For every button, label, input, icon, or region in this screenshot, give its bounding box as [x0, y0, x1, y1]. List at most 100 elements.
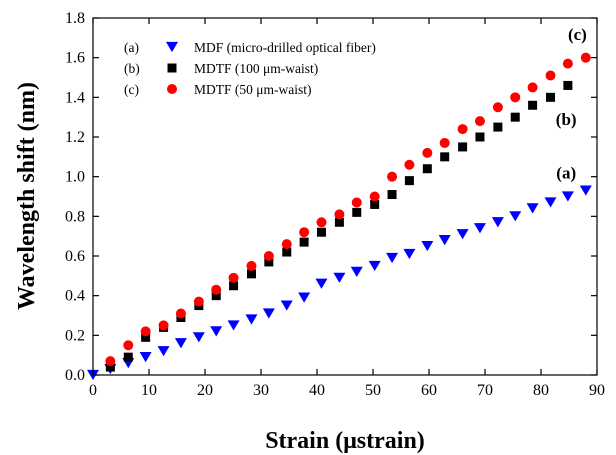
- data-point-circle: [105, 356, 116, 367]
- y-tick-label: 1.8: [65, 10, 85, 27]
- data-point-circle: [457, 124, 468, 135]
- data-point-circle: [211, 284, 222, 295]
- data-point-square: [229, 281, 239, 291]
- x-axis-label: Strain (μstrain): [265, 428, 425, 454]
- data-point-circle: [580, 52, 591, 63]
- data-point-circle: [422, 147, 433, 158]
- data-point-triangle-down: [526, 203, 539, 214]
- data-point-circle: [281, 239, 292, 250]
- data-point-triangle-down: [544, 197, 557, 208]
- y-tick-label: 1.6: [65, 50, 85, 67]
- data-point-square: [440, 152, 450, 162]
- data-point-square: [475, 132, 485, 142]
- data-point-triangle-down: [403, 248, 416, 260]
- data-point-circle: [299, 227, 310, 238]
- data-point-square: [299, 237, 309, 247]
- series-annotation: (c): [568, 25, 587, 44]
- legend-marker: [167, 63, 177, 73]
- plot-marks: [87, 52, 592, 381]
- data-point-circle: [140, 326, 151, 337]
- data-point-triangle-down: [333, 272, 346, 283]
- x-tick-label: 10: [141, 382, 157, 399]
- axis-ticks: 0 10 20 30 40 50 60 70 80 90 0.0 0.2 0.4 0.6 0.8 1.0 1.2…: [65, 10, 605, 399]
- data-point-square: [563, 80, 573, 90]
- annotations: (c) (b) (a): [556, 25, 587, 183]
- legend-key: (b): [124, 61, 140, 76]
- y-tick-label: 0.2: [65, 327, 85, 344]
- x-tick-label: 60: [421, 382, 437, 399]
- data-point-square: [422, 164, 432, 174]
- data-point-circle: [545, 70, 556, 81]
- y-tick-label: 0.4: [65, 288, 85, 305]
- data-point-square: [404, 176, 414, 186]
- data-point-triangle-down: [421, 240, 434, 252]
- data-point-square: [546, 92, 556, 102]
- y-tick-label: 0.0: [65, 367, 85, 384]
- data-point-square: [246, 269, 256, 279]
- data-point-triangle-down: [298, 292, 311, 303]
- data-point-circle: [510, 92, 521, 103]
- data-point-circle: [387, 171, 398, 182]
- data-point-circle: [404, 159, 415, 170]
- data-point-triangle-down: [350, 266, 363, 277]
- data-point-triangle-down: [192, 332, 205, 343]
- data-point-square: [264, 257, 274, 267]
- data-point-circle: [562, 58, 573, 69]
- data-point-circle: [334, 209, 345, 220]
- data-point-triangle-down: [174, 338, 187, 349]
- data-point-circle: [193, 296, 204, 307]
- data-point-circle: [123, 340, 134, 351]
- data-point-circle: [351, 197, 362, 208]
- data-point-square: [387, 190, 397, 200]
- data-point-triangle-down: [280, 300, 293, 311]
- legend-key: (a): [124, 40, 139, 55]
- data-point-circle: [527, 82, 538, 93]
- data-point-square: [352, 207, 362, 217]
- data-point-square: [334, 217, 344, 227]
- data-point-triangle-down: [491, 217, 504, 228]
- series-annotation: (a): [556, 164, 576, 183]
- data-point-triangle-down: [139, 352, 152, 363]
- data-point-circle: [369, 191, 380, 202]
- data-point-triangle-down: [386, 252, 399, 264]
- legend-entry: MDTF (100 μm-waist): [194, 61, 318, 76]
- legend-entry: MDF (micro-drilled optical fiber): [194, 40, 376, 55]
- data-point-circle: [246, 260, 257, 271]
- x-tick-label: 40: [309, 382, 325, 399]
- data-point-circle: [316, 217, 327, 228]
- data-point-triangle-down: [245, 314, 258, 325]
- data-point-square: [282, 247, 292, 257]
- data-point-triangle-down: [456, 229, 469, 240]
- data-point-triangle-down: [368, 260, 381, 272]
- series-annotation: (b): [556, 110, 577, 129]
- data-point-triangle-down: [262, 308, 275, 319]
- data-point-circle: [228, 272, 239, 283]
- x-tick-label: 50: [365, 382, 381, 399]
- data-point-circle: [492, 102, 503, 113]
- y-tick-label: 1.4: [65, 89, 85, 106]
- data-point-triangle-down: [157, 346, 170, 357]
- data-point-triangle-down: [210, 326, 223, 337]
- data-point-square: [316, 227, 326, 237]
- y-tick-label: 0.6: [65, 248, 85, 265]
- plot-frame: [92, 17, 598, 376]
- y-tick-label: 1.0: [65, 169, 85, 186]
- legend: (a) MDF (micro-drilled optical fiber) (b) M…: [124, 40, 376, 97]
- data-point-circle: [474, 116, 485, 127]
- legend-marker: [166, 41, 178, 53]
- legend-marker: [167, 84, 177, 94]
- data-point-circle: [175, 308, 186, 319]
- data-point-triangle-down: [509, 211, 522, 222]
- x-tick-label: 30: [253, 382, 269, 399]
- data-point-circle: [263, 251, 274, 261]
- data-point-circle: [439, 137, 450, 148]
- x-tick-label: 20: [197, 382, 213, 399]
- data-point-square: [458, 142, 468, 152]
- data-point-triangle-down: [561, 191, 574, 202]
- data-point-square: [105, 362, 115, 372]
- data-point-triangle-down: [438, 235, 451, 246]
- data-point-square: [370, 199, 380, 209]
- data-point-circle: [158, 320, 169, 331]
- x-tick-label: 0: [89, 382, 97, 399]
